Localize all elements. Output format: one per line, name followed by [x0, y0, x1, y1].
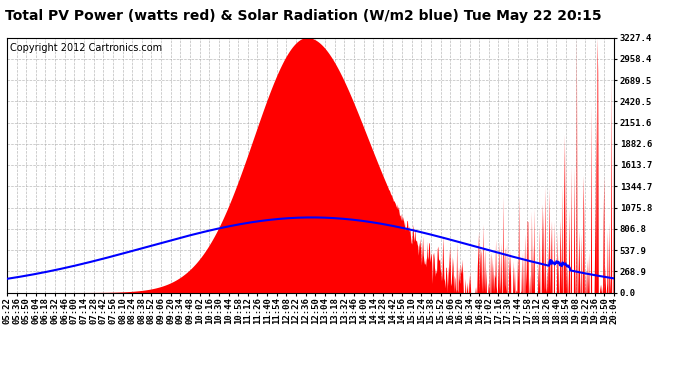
Text: Total PV Power (watts red) & Solar Radiation (W/m2 blue) Tue May 22 20:15: Total PV Power (watts red) & Solar Radia… [6, 9, 602, 23]
Text: Copyright 2012 Cartronics.com: Copyright 2012 Cartronics.com [10, 43, 162, 52]
